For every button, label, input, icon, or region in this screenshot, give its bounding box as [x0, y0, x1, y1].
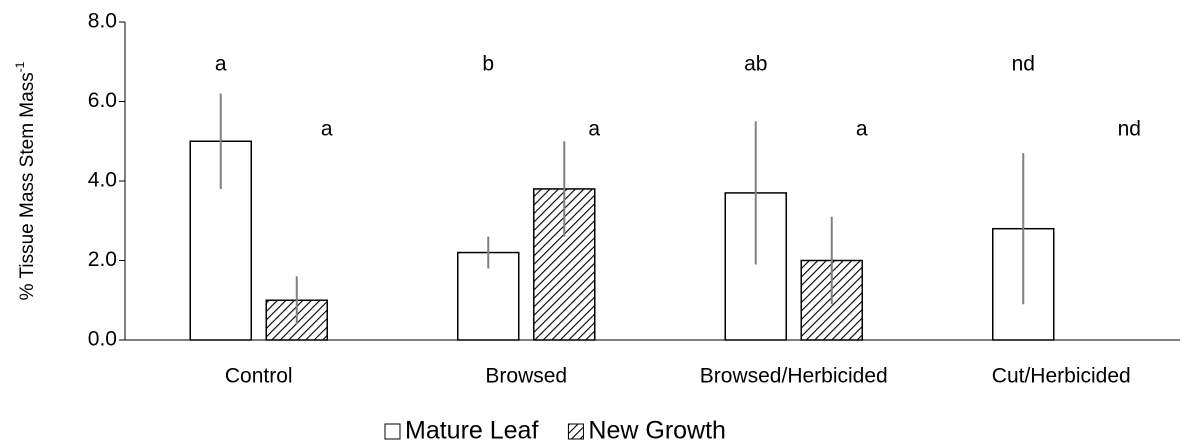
x-tick-label: Browsed: [485, 365, 567, 388]
y-tick-label: 8.0: [88, 10, 117, 33]
x-tick-label: Cut/Herbicided: [992, 365, 1131, 388]
y-tick-label: 4.0: [88, 169, 117, 192]
legend-label: Mature Leaf: [405, 417, 538, 445]
y-tick-label: 6.0: [88, 89, 117, 112]
significance-letter: b: [482, 53, 494, 76]
legend-label: New Growth: [588, 417, 726, 445]
significance-letter: a: [215, 53, 227, 76]
significance-letter: a: [588, 118, 600, 141]
y-tick-label: 2.0: [88, 248, 117, 271]
significance-letter: nd: [1012, 53, 1035, 76]
y-tick-label: 0.0: [88, 328, 117, 351]
legend-swatch: [384, 423, 401, 440]
significance-letter: nd: [1118, 118, 1141, 141]
y-axis-label: % Tissue Mass Stem Mass-1: [13, 61, 38, 300]
x-tick-label: Browsed/Herbicided: [700, 365, 888, 388]
x-tick-label: Control: [225, 365, 293, 388]
significance-letter: a: [856, 118, 868, 141]
significance-letter: ab: [744, 53, 767, 76]
significance-letter: a: [321, 118, 333, 141]
legend-swatch: [567, 423, 584, 440]
